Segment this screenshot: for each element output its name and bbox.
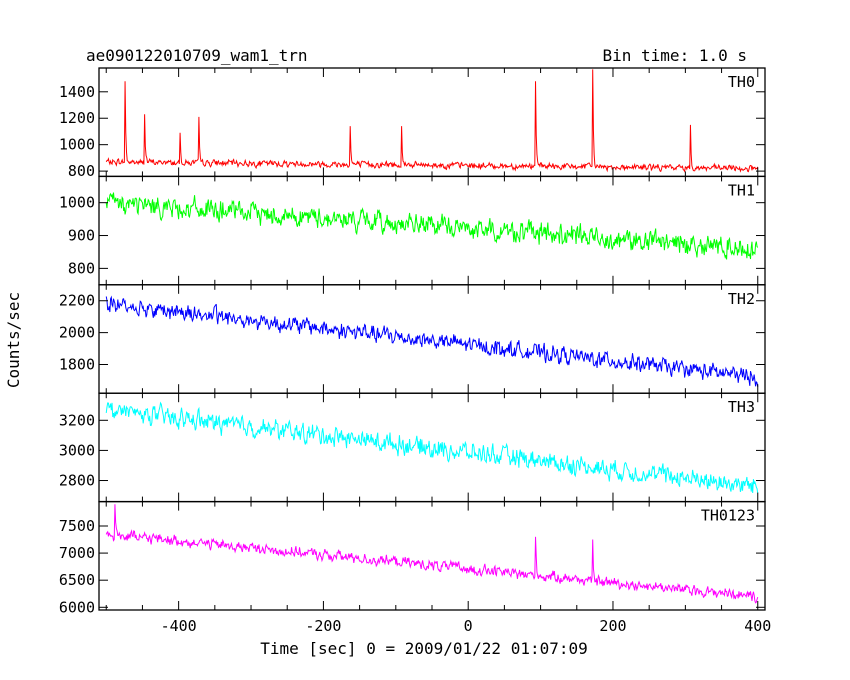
y-axis-label: Counts/sec xyxy=(4,292,23,388)
series-line-th0123 xyxy=(105,504,759,604)
y-tick-label-th1: 1000 xyxy=(59,194,95,212)
y-tick-label-th1: 800 xyxy=(68,259,95,277)
x-tick-label: 0 xyxy=(464,617,473,635)
y-tick-label-th0: 1000 xyxy=(59,136,95,154)
x-axis-label: Time [sec] 0 = 2009/01/22 01:07:09 xyxy=(260,639,588,658)
panel-label-th1: TH1 xyxy=(728,181,755,199)
y-tick-label-th0123: 6500 xyxy=(59,571,95,589)
panel-label-th3: TH3 xyxy=(728,398,755,416)
y-tick-label-th2: 1800 xyxy=(59,356,95,374)
panels-group: 800100012001400TH08009001000TH1180020002… xyxy=(59,67,771,635)
y-tick-label-th3: 3200 xyxy=(59,411,95,429)
y-tick-label-th0123: 7000 xyxy=(59,544,95,562)
y-tick-label-th0: 1200 xyxy=(59,109,95,127)
y-tick-label-th2: 2200 xyxy=(59,292,95,310)
series-line-th3 xyxy=(105,401,759,494)
series-line-th0 xyxy=(105,69,759,173)
panel-label-th2: TH2 xyxy=(728,290,755,308)
series-line-th2 xyxy=(105,295,759,387)
y-tick-label-th0: 1400 xyxy=(59,83,95,101)
y-tick-label-th0123: 6000 xyxy=(59,598,95,616)
panel-label-th0: TH0 xyxy=(728,73,755,91)
bin-time-label: Bin time: 1.0 s xyxy=(603,46,748,65)
chart-title: ae090122010709_wam1_trn xyxy=(86,46,308,65)
y-tick-label-th0: 800 xyxy=(68,162,95,180)
panel-label-th0123: TH0123 xyxy=(701,507,755,525)
panel-frame-th1 xyxy=(98,175,766,286)
x-tick-label: -200 xyxy=(305,617,341,635)
y-tick-label-th1: 900 xyxy=(68,227,95,245)
y-tick-label-th3: 3000 xyxy=(59,441,95,459)
x-tick-label: 200 xyxy=(599,617,626,635)
x-tick-label: 400 xyxy=(744,617,771,635)
panel-frame-th0123 xyxy=(98,500,766,611)
y-tick-label-th0123: 7500 xyxy=(59,517,95,535)
x-tick-label: -400 xyxy=(161,617,197,635)
y-tick-label-th2: 2000 xyxy=(59,324,95,342)
series-line-th1 xyxy=(105,192,759,260)
y-tick-label-th3: 2800 xyxy=(59,472,95,490)
